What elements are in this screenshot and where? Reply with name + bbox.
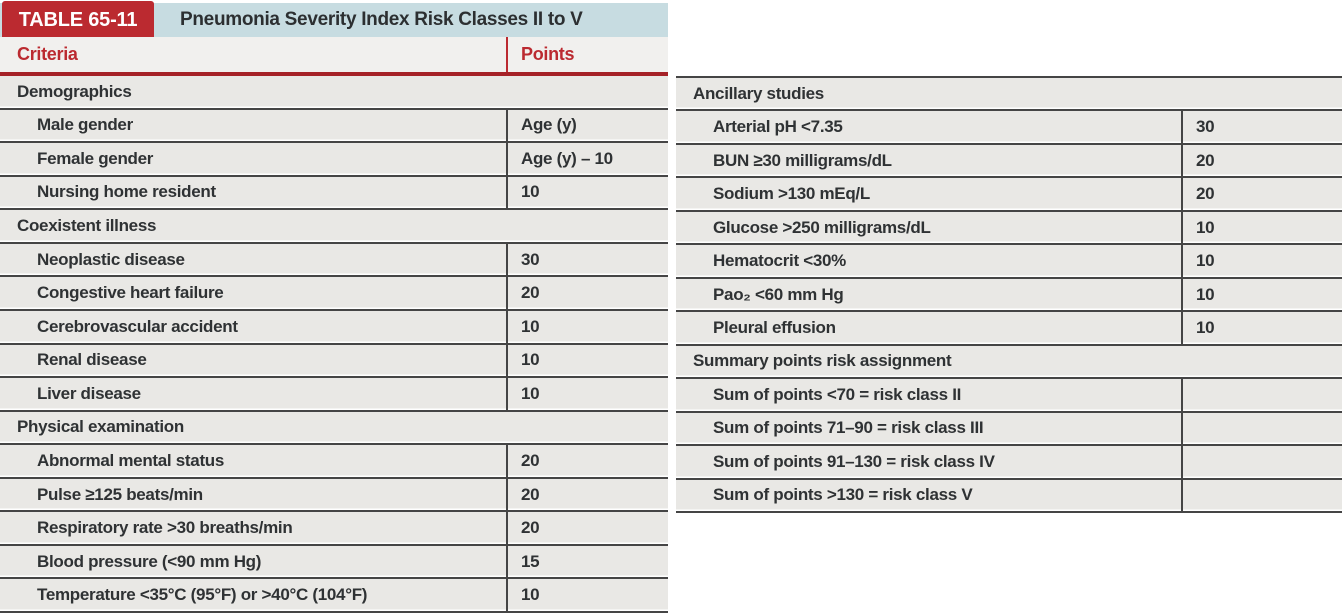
row-criteria-cell: Demographics xyxy=(17,81,132,101)
table-row: Renal disease 10 xyxy=(0,342,668,377)
table-row: Temperature <35°C (95°F) or >40°C (104°F… xyxy=(0,577,668,611)
row-points-cell: 10 xyxy=(521,316,540,336)
row-points-cell: 10 xyxy=(521,585,540,605)
row-points-cell: Age (y) – 10 xyxy=(521,148,613,168)
table-row: Pao₂ <60 mm Hg 10 xyxy=(676,276,1342,311)
table-row: Neoplastic disease 30 xyxy=(0,241,668,276)
row-points-cell: 15 xyxy=(521,551,540,571)
row-criteria-cell: BUN ≥30 milligrams/dL xyxy=(676,144,1183,177)
row-criteria-cell: Male gender xyxy=(0,109,508,142)
row-points-cell: 20 xyxy=(521,518,540,538)
table-title: Pneumonia Severity Index Risk Classes II… xyxy=(180,9,583,30)
row-points-cell: 10 xyxy=(521,383,540,403)
row-points-cell: 10 xyxy=(521,182,540,202)
row-points-cell: 10 xyxy=(1196,284,1215,304)
table-row: Coexistent illness xyxy=(0,208,668,242)
table-row: Sum of points >130 = risk class V xyxy=(676,477,1342,512)
table-row: Abnormal mental status 20 xyxy=(0,443,668,477)
column-header-criteria: Criteria xyxy=(0,37,508,72)
table-row: Liver disease 10 xyxy=(0,376,668,410)
row-points-cell: 10 xyxy=(521,350,540,370)
row-criteria-cell: Blood pressure (<90 mm Hg) xyxy=(0,545,508,578)
row-criteria-cell: Physical examination xyxy=(17,417,184,437)
table-row: Female gender Age (y) – 10 xyxy=(0,141,668,175)
table-row: Glucose >250 milligrams/dL 10 xyxy=(676,209,1342,244)
right-table-body: Ancillary studies Arterial pH <7.35 30 B… xyxy=(676,78,1342,512)
table-row: BUN ≥30 milligrams/dL 20 xyxy=(676,142,1342,177)
row-criteria-cell: Pleural effusion xyxy=(676,312,1183,344)
psi-table-right-panel: Ancillary studies Arterial pH <7.35 30 B… xyxy=(676,76,1342,513)
row-criteria-cell: Arterial pH <7.35 xyxy=(676,111,1183,143)
row-points-cell: 10 xyxy=(1196,251,1215,271)
table-row: Arterial pH <7.35 30 xyxy=(676,109,1342,143)
row-criteria-cell: Sum of points 71–90 = risk class III xyxy=(676,412,1183,445)
row-points-cell xyxy=(1183,446,1342,477)
row-criteria-cell: Temperature <35°C (95°F) or >40°C (104°F… xyxy=(0,579,508,611)
table-row: Blood pressure (<90 mm Hg) 15 xyxy=(0,543,668,578)
row-points-cell: 30 xyxy=(1196,117,1215,137)
row-points-cell: 10 xyxy=(1196,318,1215,338)
row-criteria-cell: Congestive heart failure xyxy=(0,277,508,309)
row-criteria-cell: Neoplastic disease xyxy=(0,243,508,276)
table-row: Demographics xyxy=(0,76,668,108)
table-row: Sum of points <70 = risk class II xyxy=(676,377,1342,411)
table-row: Male gender Age (y) xyxy=(0,107,668,142)
row-criteria-cell: Cerebrovascular accident xyxy=(0,310,508,343)
row-points-cell xyxy=(1183,379,1342,410)
row-criteria-cell: Glucose >250 milligrams/dL xyxy=(676,211,1183,244)
row-criteria-cell: Sum of points >130 = risk class V xyxy=(676,479,1183,512)
table-row: Pulse ≥125 beats/min 20 xyxy=(0,476,668,511)
table-row: Cerebrovascular accident 10 xyxy=(0,308,668,343)
table-number-badge: TABLE 65-11 xyxy=(2,1,154,40)
row-points-cell: 10 xyxy=(1196,217,1215,237)
row-points-cell: 20 xyxy=(521,283,540,303)
table-row: Sodium >130 mEq/L 20 xyxy=(676,176,1342,210)
row-criteria-cell: Renal disease xyxy=(0,344,508,377)
row-criteria-cell: Female gender xyxy=(0,143,508,175)
row-criteria-cell: Summary points risk assignment xyxy=(693,351,952,371)
table-row: Respiratory rate >30 breaths/min 20 xyxy=(0,510,668,544)
left-table-body: Demographics Male gender Age (y) Female … xyxy=(0,76,668,613)
row-points-cell: Age (y) xyxy=(521,115,577,135)
header-rule xyxy=(0,72,668,76)
row-criteria-cell: Nursing home resident xyxy=(0,176,508,209)
row-criteria-cell: Sum of points <70 = risk class II xyxy=(676,379,1183,411)
row-criteria-cell: Respiratory rate >30 breaths/min xyxy=(0,512,508,544)
row-criteria-cell: Coexistent illness xyxy=(17,216,157,236)
table-row: Physical examination xyxy=(0,409,668,444)
table-row: Pleural effusion 10 xyxy=(676,310,1342,344)
table-title-bar: TABLE 65-11 Pneumonia Severity Index Ris… xyxy=(0,1,668,40)
row-criteria-cell: Pao₂ <60 mm Hg xyxy=(676,278,1183,311)
row-criteria-cell: Ancillary studies xyxy=(693,83,824,103)
row-criteria-cell: Abnormal mental status xyxy=(0,445,508,477)
row-points-cell: 20 xyxy=(521,484,540,504)
table-row: Sum of points 71–90 = risk class III xyxy=(676,410,1342,445)
table-row: Hematocrit <30% 10 xyxy=(676,243,1342,277)
row-points-cell: 20 xyxy=(1196,184,1215,204)
row-points-cell: 20 xyxy=(521,450,540,470)
row-points-cell: 30 xyxy=(521,249,540,269)
row-points-cell: 20 xyxy=(1196,150,1215,170)
table-row: Summary points risk assignment xyxy=(676,343,1342,378)
column-header-row: Criteria Points xyxy=(0,37,668,72)
row-points-cell xyxy=(1183,413,1342,444)
psi-table-left-panel: TABLE 65-11 Pneumonia Severity Index Ris… xyxy=(0,0,668,613)
row-criteria-cell: Pulse ≥125 beats/min xyxy=(0,478,508,511)
table-row: Sum of points 91–130 = risk class IV xyxy=(676,444,1342,478)
row-criteria-cell: Sodium >130 mEq/L xyxy=(676,178,1183,210)
column-header-points: Points xyxy=(521,44,575,64)
table-row: Congestive heart failure 20 xyxy=(0,275,668,309)
row-criteria-cell: Liver disease xyxy=(0,378,508,410)
table-row: Nursing home resident 10 xyxy=(0,174,668,209)
row-points-cell xyxy=(1183,480,1342,511)
row-criteria-cell: Sum of points 91–130 = risk class IV xyxy=(676,446,1183,478)
row-criteria-cell: Hematocrit <30% xyxy=(676,245,1183,277)
table-row: Ancillary studies xyxy=(676,78,1342,110)
